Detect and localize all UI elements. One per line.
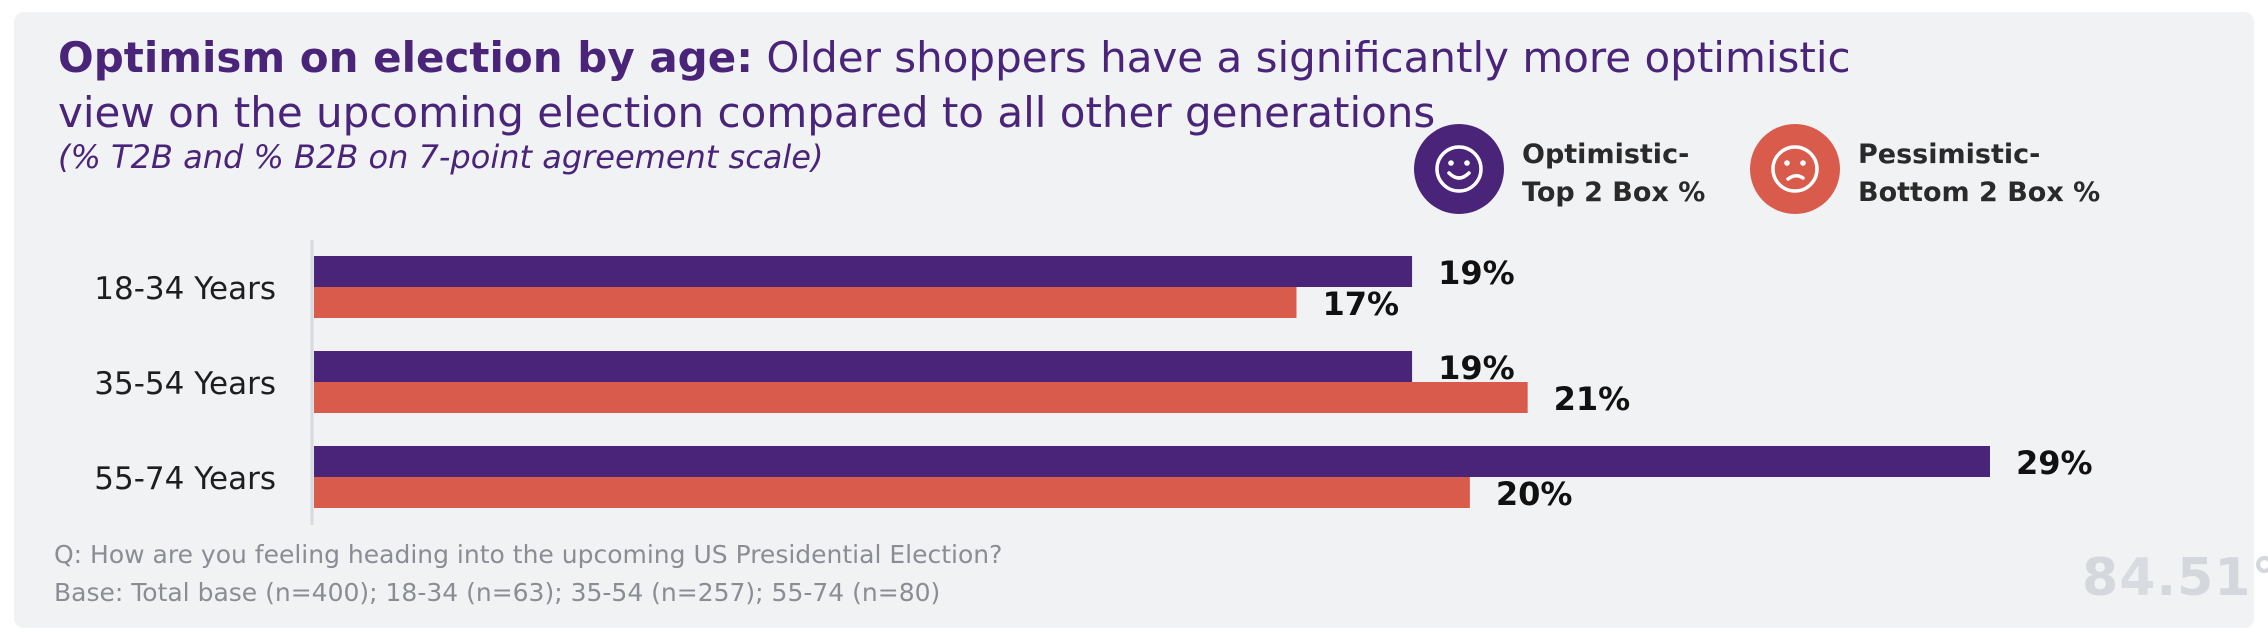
bar xyxy=(314,446,1990,477)
category-label: 55-74 Years xyxy=(94,461,276,497)
chart-subtitle: (% T2B and % B2B on 7-point agreement sc… xyxy=(58,138,824,176)
bar xyxy=(314,382,1528,413)
bar xyxy=(314,351,1413,382)
bar xyxy=(314,477,1470,508)
chart-card xyxy=(14,12,2254,628)
data-label: 19% xyxy=(1438,349,1515,387)
smile-icon xyxy=(1414,124,1504,214)
bar xyxy=(314,256,1413,287)
data-label: 29% xyxy=(2016,444,2093,482)
data-label: 21% xyxy=(1554,380,1631,418)
title-bold: Optimism on election by age: xyxy=(58,33,754,82)
chart-title: Optimism on election by age: Older shopp… xyxy=(58,30,1958,140)
legend-label-line2: Top 2 Box % xyxy=(1522,177,1706,208)
footnote-base: Base: Total base (n=400); 18-34 (n=63); … xyxy=(54,578,941,607)
frown-icon xyxy=(1750,124,1840,214)
legend-label: Pessimistic- Bottom 2 Box % xyxy=(1858,136,2118,212)
category-label: 35-54 Years xyxy=(94,366,276,402)
legend-label-line1: Pessimistic- xyxy=(1858,139,2041,170)
footnote-question: Q: How are you feeling heading into the … xyxy=(54,540,1003,569)
legend-label: Optimistic- Top 2 Box % xyxy=(1522,136,1782,212)
data-label: 19% xyxy=(1438,254,1515,292)
bar xyxy=(314,287,1297,318)
title-rest: Older shoppers have a significantly more… xyxy=(58,33,1851,137)
brand-logo: 84.51° xyxy=(2082,548,2268,608)
legend-label-line1: Optimistic- xyxy=(1522,139,1690,170)
data-label: 17% xyxy=(1322,285,1399,323)
legend-label-line2: Bottom 2 Box % xyxy=(1858,177,2101,208)
category-label: 18-34 Years xyxy=(94,271,276,307)
data-label: 20% xyxy=(1496,475,1573,513)
